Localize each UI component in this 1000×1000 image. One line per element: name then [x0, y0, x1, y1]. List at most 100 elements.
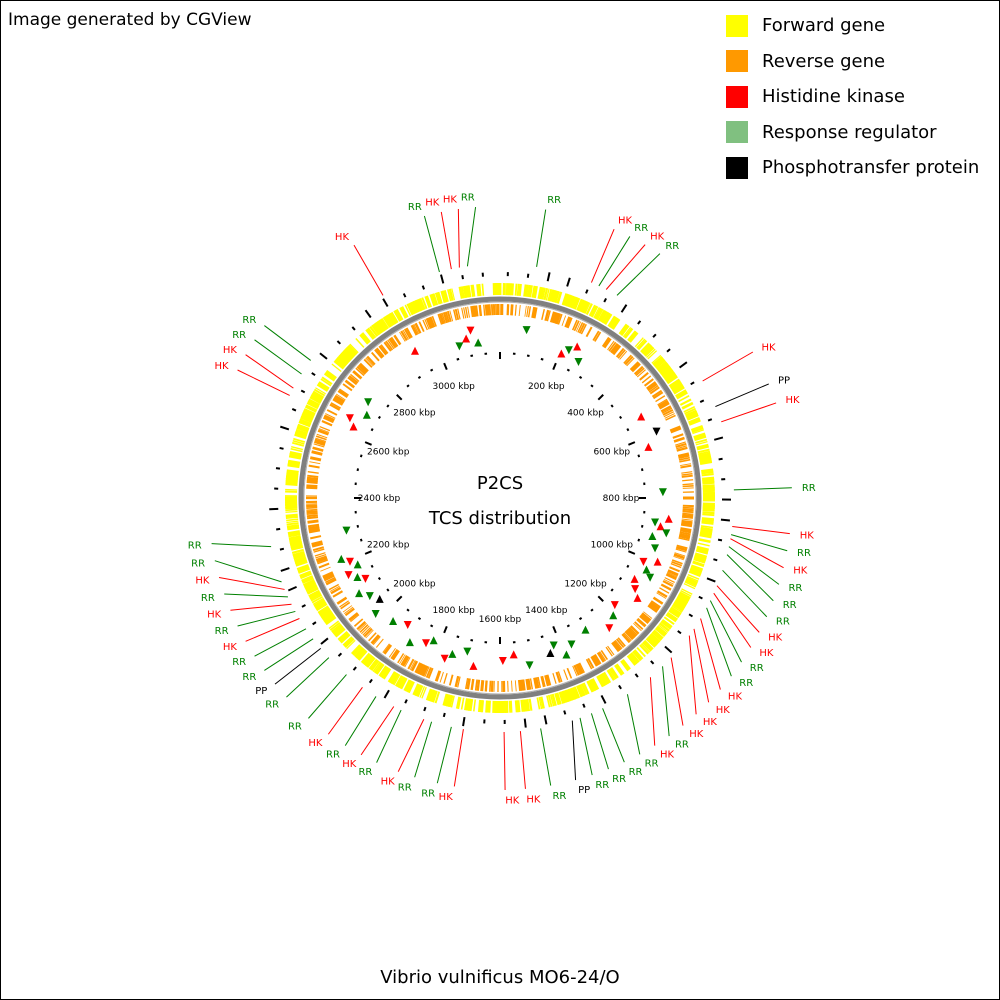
reverse-gene — [410, 324, 419, 336]
leader-line — [237, 610, 296, 627]
forward-gene — [345, 345, 357, 357]
leader-line — [693, 628, 710, 703]
reverse-gene — [564, 316, 571, 328]
forward-gene — [302, 579, 316, 588]
forward-gene — [581, 301, 590, 314]
reverse-gene — [365, 629, 374, 639]
ruler-minor-tick — [540, 635, 544, 639]
ruler-minor-tick — [610, 588, 614, 592]
forward-gene — [377, 319, 387, 332]
feature-label-rr: RR — [802, 483, 816, 494]
forward-gene — [662, 369, 675, 380]
forward-gene — [293, 437, 306, 443]
forward-gene — [378, 318, 389, 331]
reverse-gene — [359, 624, 369, 633]
legend-label: Phosphotransfer protein — [762, 157, 980, 179]
reverse-gene — [348, 375, 359, 384]
reverse-gene — [467, 306, 470, 318]
reverse-gene — [319, 426, 331, 432]
reverse-gene — [461, 307, 465, 319]
forward-gene — [285, 516, 298, 519]
forward-gene — [388, 671, 399, 684]
reverse-gene — [441, 312, 446, 324]
forward-gene — [555, 291, 560, 304]
reverse-gene — [677, 452, 690, 458]
reverse-gene — [671, 560, 683, 567]
forward-gene — [688, 569, 702, 577]
outer-tick — [563, 710, 567, 715]
forward-gene — [412, 683, 421, 696]
reverse-gene — [337, 389, 349, 398]
forward-gene — [676, 596, 688, 605]
tcs-marker — [421, 639, 430, 648]
outer-tick — [368, 678, 373, 684]
legend: Forward gene Reverse gene Histidine kina… — [726, 8, 979, 186]
reverse-gene — [483, 304, 486, 316]
forward-gene — [586, 680, 594, 693]
reverse-gene — [409, 659, 416, 671]
reverse-gene — [353, 618, 364, 627]
forward-gene — [606, 669, 616, 681]
feature-label-rr: RR — [265, 699, 279, 710]
tcs-marker — [353, 573, 362, 582]
reverse-gene — [335, 393, 346, 401]
forward-gene — [393, 674, 401, 686]
reverse-gene — [309, 461, 321, 465]
tcs-marker — [522, 326, 531, 335]
forward-gene — [585, 303, 593, 315]
forward-gene — [672, 383, 684, 393]
reverse-gene — [306, 514, 318, 518]
forward-gene — [543, 287, 549, 301]
feature-label-hk: HK — [703, 717, 718, 728]
reverse-gene — [590, 655, 599, 667]
reverse-gene — [609, 342, 618, 353]
leader-line — [224, 593, 288, 598]
forward-gene — [696, 443, 709, 451]
forward-gene — [446, 694, 452, 707]
tcs-marker — [469, 661, 478, 670]
reverse-gene — [660, 583, 672, 591]
forward-gene — [608, 316, 619, 329]
forward-gene — [614, 663, 625, 676]
forward-gene — [359, 333, 370, 345]
outer-tick — [287, 585, 297, 592]
feature-label-hk: HK — [439, 792, 454, 803]
reverse-gene — [306, 486, 318, 490]
forward-gene — [665, 373, 678, 383]
forward-gene — [630, 652, 640, 663]
ruler-minor-tick — [456, 635, 460, 639]
forward-gene — [288, 535, 301, 541]
forward-gene — [464, 285, 470, 298]
forward-gene — [675, 598, 688, 607]
forward-gene — [400, 306, 409, 319]
reverse-gene — [449, 310, 454, 322]
reverse-gene — [332, 398, 344, 406]
outer-tick — [382, 298, 389, 308]
forward-gene — [607, 315, 617, 328]
tcs-marker — [455, 342, 464, 351]
forward-gene — [286, 520, 299, 524]
reverse-gene — [383, 341, 392, 352]
outer-tick — [364, 309, 372, 319]
forward-gene — [658, 624, 669, 633]
legend-swatch-forward-gene — [726, 14, 748, 37]
reverse-gene — [378, 345, 388, 356]
reverse-gene — [675, 441, 686, 446]
outer-tick — [717, 538, 723, 542]
reverse-gene — [464, 306, 469, 319]
forward-gene — [678, 395, 690, 403]
reverse-gene — [647, 383, 658, 392]
legend-label: Response regulator — [762, 121, 937, 143]
forward-gene — [567, 295, 575, 308]
feature-label-rr: RR — [421, 788, 435, 799]
feature-label-rr: RR — [408, 202, 422, 213]
ruler-minor-tick — [626, 564, 630, 568]
forward-gene — [355, 337, 365, 348]
tcs-marker — [411, 346, 419, 355]
reverse-gene — [314, 552, 326, 557]
leader-line — [436, 726, 452, 784]
reverse-gene — [437, 313, 443, 325]
leader-line — [649, 677, 656, 746]
forward-gene — [622, 326, 632, 338]
leader-line — [414, 721, 433, 778]
